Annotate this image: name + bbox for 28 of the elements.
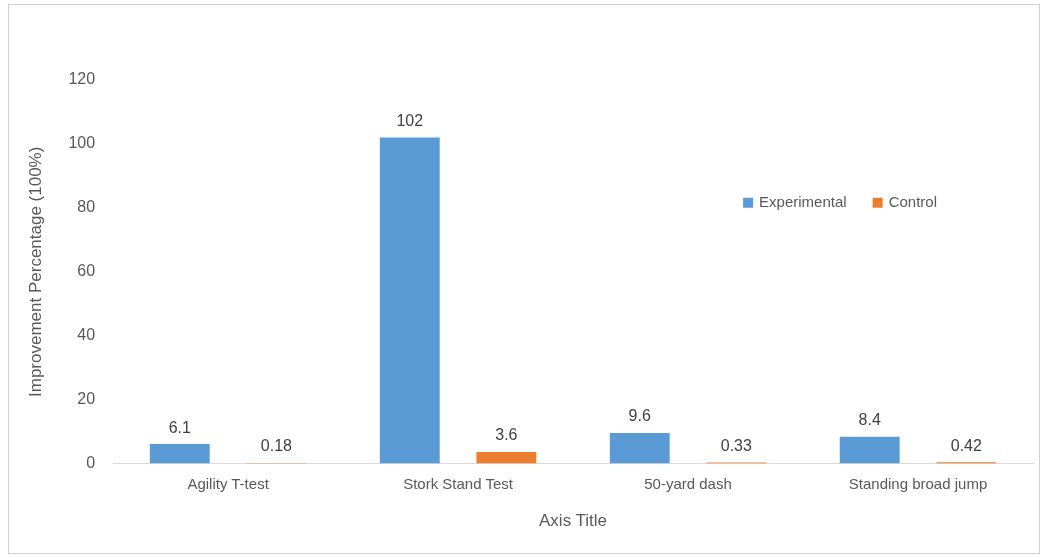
legend-label: Control xyxy=(888,192,937,210)
bar xyxy=(609,432,670,464)
y-axis-title: Improvement Percentage (100%) xyxy=(25,146,45,397)
bar xyxy=(839,436,900,464)
bar xyxy=(476,452,537,464)
data-label: 0.18 xyxy=(260,437,293,455)
data-label: 6.1 xyxy=(168,418,192,436)
data-label: 3.6 xyxy=(495,426,518,444)
x-tick-label: 50-yard dash xyxy=(644,474,732,492)
x-tick-label: Stork Stand Test xyxy=(403,474,514,492)
data-label: 0.42 xyxy=(950,436,982,454)
legend-label: Experimental xyxy=(759,192,847,210)
x-tick-label: Agility T-test xyxy=(187,474,270,492)
x-axis-title: Axis Title xyxy=(539,511,608,531)
y-tick-label: 120 xyxy=(68,70,96,88)
y-tick-label: 60 xyxy=(77,262,96,280)
y-tick-label: 0 xyxy=(86,454,96,472)
y-tick-label: 80 xyxy=(77,198,96,216)
y-tick-label: 100 xyxy=(68,134,96,152)
y-tick-label: 40 xyxy=(77,326,96,344)
y-tick-label: 20 xyxy=(77,390,96,408)
data-label: 8.4 xyxy=(858,411,881,429)
data-label: 0.33 xyxy=(720,436,752,454)
x-tick-label: Standing broad jump xyxy=(848,474,988,492)
data-label: 9.6 xyxy=(628,407,651,425)
data-label: 102 xyxy=(396,111,424,129)
bar xyxy=(379,137,440,464)
bar xyxy=(149,444,210,464)
